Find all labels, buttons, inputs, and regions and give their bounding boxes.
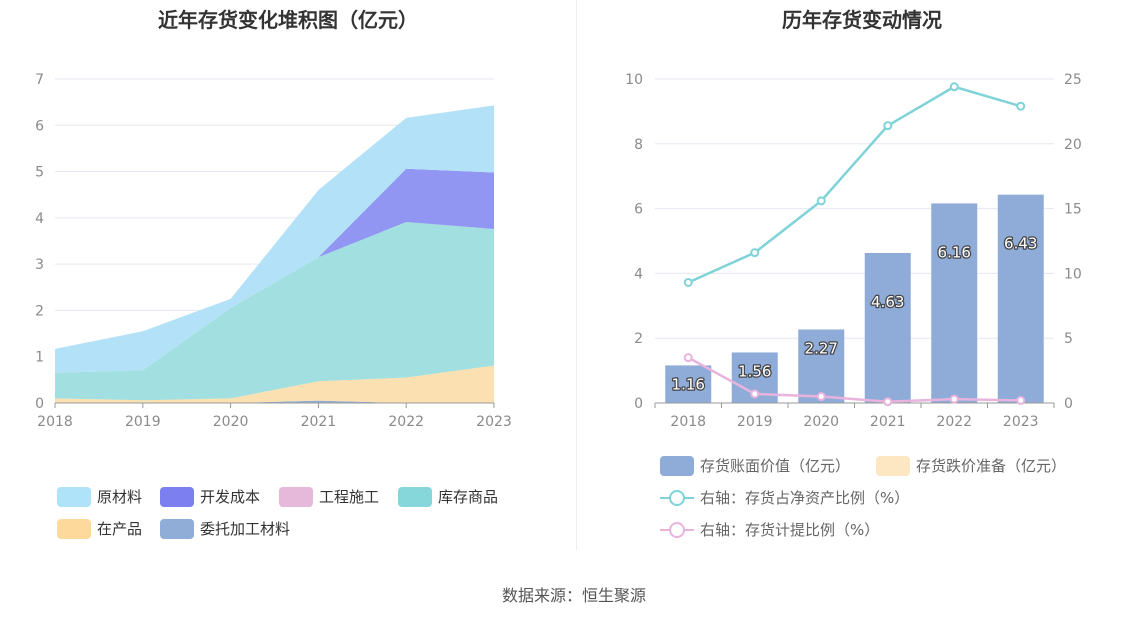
legend-swatch <box>660 455 694 476</box>
legend-label: 右轴：存货占净资产比例（%） <box>700 489 910 507</box>
left-chart-title: 近年存货变化堆积图（亿元） <box>158 8 418 32</box>
y2-tick-label: 25 <box>1064 72 1082 88</box>
line-point <box>816 196 826 206</box>
x-tick-label: 2019 <box>737 414 773 430</box>
legend-swatch <box>160 518 194 539</box>
legend-label: 原材料 <box>97 488 143 506</box>
right-chart-title: 历年存货变动情况 <box>782 8 942 32</box>
legend-label: 库存商品 <box>438 488 499 506</box>
stacked-area-chart: 0 1 2 3 4 5 6 7 2018 2019 2020 2021 2022 2023 <box>35 72 512 430</box>
y-tick-label: 7 <box>35 72 44 88</box>
x-tick-label: 2020 <box>803 414 839 430</box>
legend-item[interactable]: 库存商品 <box>398 486 498 507</box>
legend-item[interactable]: 开发成本 <box>160 486 260 507</box>
y-tick-label: 1 <box>35 350 44 366</box>
line-point <box>1016 395 1026 405</box>
y-tick-label: 2 <box>35 303 44 319</box>
area-series-原材料 <box>55 105 494 373</box>
line-series-右轴：存货计提比例（%） <box>687 356 1021 403</box>
legend-item[interactable]: 存货账面价值（亿元） <box>660 455 850 476</box>
x-tick-label: 2023 <box>476 414 512 430</box>
x-tick-label: 2019 <box>125 414 161 430</box>
legend-label: 存货账面价值（亿元） <box>700 457 851 475</box>
y-tick-label: 8 <box>634 137 643 153</box>
y2-tick-label: 0 <box>1064 396 1073 412</box>
legend-swatch <box>660 488 694 508</box>
legend-item[interactable]: 右轴：存货占净资产比例（%） <box>660 487 909 508</box>
y-tick-label: 0 <box>35 396 44 412</box>
x-tick-label: 2022 <box>936 414 972 430</box>
y2-tick-label: 10 <box>1064 266 1082 282</box>
bar-data-label: 2.27 <box>805 339 838 357</box>
legend-marker <box>669 489 685 506</box>
legend-item[interactable]: 右轴：存货计提比例（%） <box>660 519 879 540</box>
x-tick-label: 2020 <box>213 414 249 430</box>
bar-line-chart: 0 2 4 6 8 10 0 5 10 15 20 25 1.16 1.56 2.27 4.63 6.16 6.4… <box>625 72 1082 430</box>
legend-label: 开发成本 <box>200 488 261 506</box>
legend-item[interactable]: 存货跌价准备（亿元） <box>876 455 1066 476</box>
bar-inventory-value <box>798 329 845 403</box>
line-point <box>750 248 760 258</box>
line-point <box>683 353 693 363</box>
legend-marker <box>669 521 685 538</box>
bar-inventory-value <box>864 252 911 403</box>
y-tick-label: 4 <box>634 266 643 282</box>
legend-label: 存货跌价准备（亿元） <box>916 457 1067 475</box>
area-series-库存商品 <box>55 222 494 401</box>
line-point <box>883 121 893 131</box>
area-series-开发成本 <box>55 168 494 373</box>
x-tick-label: 2022 <box>388 414 424 430</box>
line-point <box>949 82 959 92</box>
x-tick-label: 2021 <box>870 414 906 430</box>
y-tick-label: 5 <box>35 165 44 181</box>
x-tick-label: 2023 <box>1003 414 1039 430</box>
y2-tick-label: 5 <box>1064 331 1073 347</box>
legend-swatch <box>57 518 91 539</box>
x-tick-label: 2021 <box>301 414 337 430</box>
area-series-在产品 <box>55 365 494 403</box>
legend-swatch <box>279 486 313 507</box>
legend-swatch <box>660 520 694 540</box>
x-tick-label: 2018 <box>670 414 706 430</box>
line-point <box>816 392 826 402</box>
legend-item[interactable]: 在产品 <box>57 518 142 539</box>
y2-tick-label: 20 <box>1064 137 1082 153</box>
chart-divider <box>576 0 577 550</box>
bar-data-label: 1.56 <box>738 362 771 380</box>
bar-inventory-value <box>665 365 712 403</box>
legend-label: 委托加工材料 <box>200 520 291 538</box>
line-series-右轴：存货占净资产比例（%） <box>687 85 1022 284</box>
legend-swatch <box>876 455 910 476</box>
y-tick-label: 6 <box>634 202 643 218</box>
line-point <box>683 277 693 287</box>
legend-swatch <box>160 486 194 507</box>
legend-item[interactable]: 委托加工材料 <box>160 518 290 539</box>
y2-tick-label: 15 <box>1064 202 1082 218</box>
data-source-note: 数据来源：恒生聚源 <box>501 586 646 605</box>
y-tick-label: 10 <box>625 72 643 88</box>
legend-swatch <box>398 486 432 507</box>
y-tick-label: 3 <box>35 257 44 273</box>
legend-label: 在产品 <box>97 520 143 538</box>
bar-inventory-value <box>997 194 1044 403</box>
bar-data-label: 1.16 <box>672 375 705 393</box>
legend-item[interactable]: 原材料 <box>57 486 142 507</box>
line-point <box>1016 101 1026 111</box>
y-tick-label: 4 <box>35 211 44 227</box>
legend-label: 工程施工 <box>319 488 380 506</box>
bar-data-label: 6.43 <box>1004 235 1037 253</box>
y-tick-label: 0 <box>634 396 643 412</box>
bar-inventory-value <box>931 203 978 403</box>
bar-data-label: 6.16 <box>938 243 971 261</box>
legend-item[interactable]: 工程施工 <box>279 486 379 507</box>
bar-data-label: 4.63 <box>871 293 904 311</box>
legend-swatch <box>57 486 91 507</box>
line-point <box>883 397 893 407</box>
line-point <box>949 394 959 404</box>
y-tick-label: 6 <box>35 118 44 134</box>
y-tick-label: 2 <box>634 331 643 347</box>
x-tick-label: 2018 <box>37 414 73 430</box>
legend-label: 右轴：存货计提比例（%） <box>700 521 880 539</box>
line-point <box>750 389 760 399</box>
